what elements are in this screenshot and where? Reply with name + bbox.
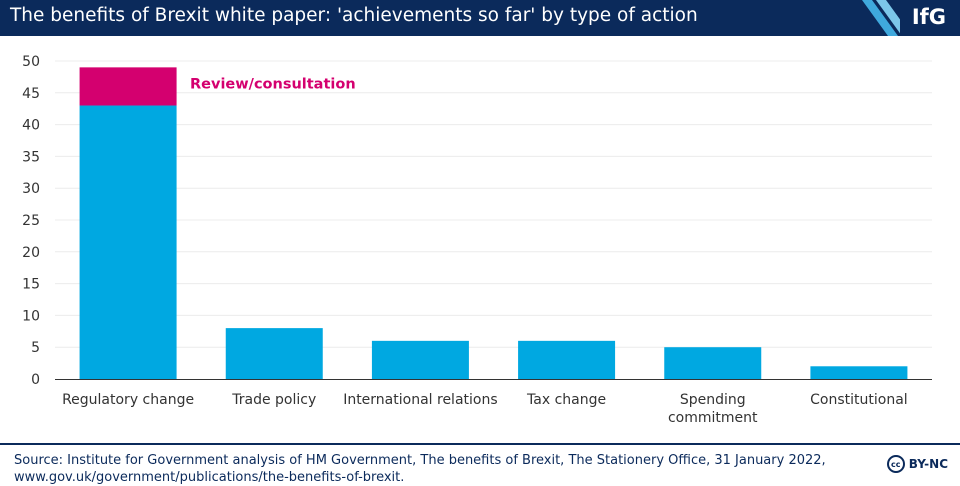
creative-commons-icon: cc — [886, 455, 905, 473]
y-tick-label: 50 — [22, 54, 40, 70]
y-tick-label: 20 — [22, 245, 40, 261]
bar — [664, 347, 762, 379]
x-tick-label: Spending commitment — [668, 392, 758, 426]
annotation-label: Review/consultation — [190, 76, 356, 92]
ifg-logo: IfG — [911, 5, 946, 29]
bar — [79, 105, 177, 380]
x-tick-label: Trade policy — [231, 392, 316, 408]
y-tick-label: 45 — [22, 86, 40, 102]
y-tick-label: 40 — [22, 118, 40, 134]
license-label: BY-NC — [908, 457, 948, 471]
y-tick-label: 5 — [31, 340, 40, 356]
bar — [518, 340, 616, 379]
x-tick-label: Constitutional — [810, 392, 908, 408]
footer-divider — [0, 443, 960, 445]
bar-chart: 0 5 10 15 20 25 30 35 40 45 50 Regulatory change Tra… — [22, 54, 932, 426]
x-tick-label: International relations — [343, 392, 497, 408]
chart-title: The benefits of Brexit white paper: 'ach… — [10, 5, 698, 26]
y-tick-label: 25 — [22, 213, 40, 229]
bar — [810, 366, 908, 379]
bar — [225, 328, 323, 379]
chart-header: The benefits of Brexit white paper: 'ach… — [0, 0, 960, 36]
license-badge: cc BY-NC — [886, 455, 948, 473]
y-tick-label: 10 — [22, 308, 40, 324]
y-tick-label: 35 — [22, 149, 40, 165]
x-tick-label: Tax change — [526, 392, 606, 408]
stripes-decoration-icon — [862, 0, 900, 36]
bar-segment-review — [79, 67, 177, 106]
x-tick-label: Regulatory change — [62, 392, 194, 408]
y-tick-label: 30 — [22, 181, 40, 197]
y-tick-label: 15 — [22, 277, 40, 293]
source-note: Source: Institute for Government analysi… — [14, 453, 826, 485]
y-tick-label: 0 — [31, 372, 40, 388]
bar — [371, 340, 469, 379]
